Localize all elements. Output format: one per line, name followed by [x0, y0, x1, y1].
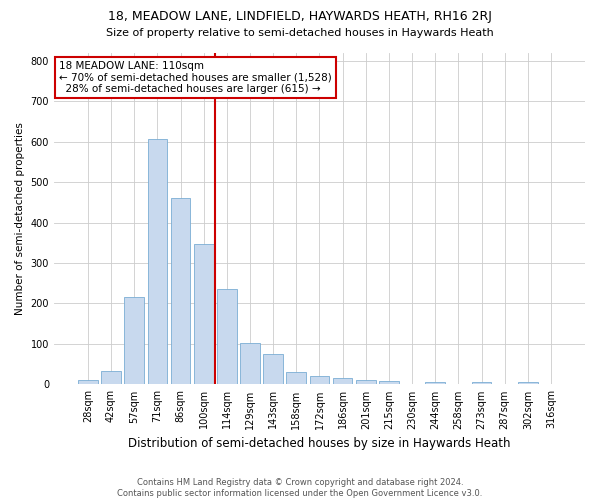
Bar [170, 198, 190, 384]
Bar [425, 382, 445, 384]
Bar [518, 382, 538, 384]
Bar [217, 290, 236, 384]
Bar [379, 381, 399, 384]
Text: 18 MEADOW LANE: 110sqm
← 70% of semi-detached houses are smaller (1,528)
  28% o: 18 MEADOW LANE: 110sqm ← 70% of semi-det… [59, 61, 332, 94]
Bar [148, 138, 167, 384]
Bar [101, 372, 121, 384]
Bar [356, 380, 376, 384]
Text: Contains HM Land Registry data © Crown copyright and database right 2024.
Contai: Contains HM Land Registry data © Crown c… [118, 478, 482, 498]
X-axis label: Distribution of semi-detached houses by size in Haywards Heath: Distribution of semi-detached houses by … [128, 437, 511, 450]
Bar [286, 372, 306, 384]
Text: Size of property relative to semi-detached houses in Haywards Heath: Size of property relative to semi-detach… [106, 28, 494, 38]
Bar [240, 343, 260, 384]
Bar [124, 298, 144, 384]
Bar [472, 382, 491, 384]
Bar [194, 244, 214, 384]
Bar [333, 378, 352, 384]
Bar [263, 354, 283, 384]
Bar [310, 376, 329, 384]
Y-axis label: Number of semi-detached properties: Number of semi-detached properties [15, 122, 25, 315]
Text: 18, MEADOW LANE, LINDFIELD, HAYWARDS HEATH, RH16 2RJ: 18, MEADOW LANE, LINDFIELD, HAYWARDS HEA… [108, 10, 492, 23]
Bar [78, 380, 98, 384]
